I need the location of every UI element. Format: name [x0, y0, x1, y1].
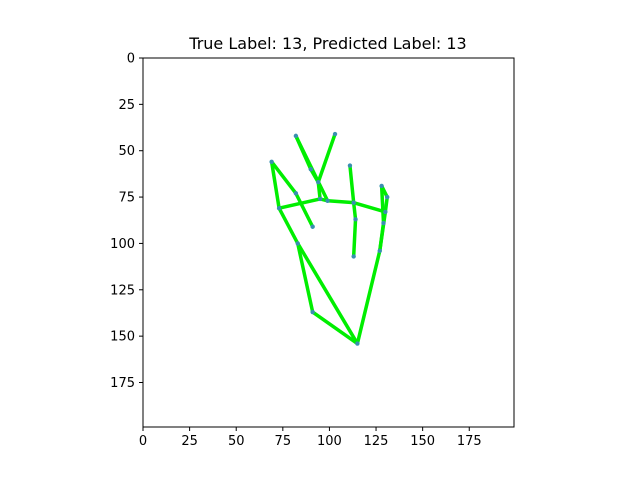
skeleton-bone	[325, 199, 356, 205]
skeleton-joint	[355, 341, 360, 346]
y-tick-label: 0	[127, 52, 135, 67]
skeleton-joint	[295, 241, 300, 246]
x-tick-label: 50	[228, 434, 245, 449]
skeleton-bone	[277, 197, 322, 210]
x-tick-label: 25	[181, 434, 198, 449]
y-tick-label: 100	[110, 237, 135, 252]
skeleton-joint	[351, 200, 356, 205]
skeleton-bone	[348, 163, 356, 205]
skeleton-bone	[351, 200, 388, 214]
skeleton-joint	[317, 196, 323, 202]
skeleton-joint	[353, 217, 358, 222]
skeleton-joint	[269, 159, 274, 165]
skeleton-joint	[383, 209, 388, 215]
y-tick-label: 25	[118, 98, 135, 113]
plot-content	[269, 131, 390, 346]
x-tick-label: 150	[410, 434, 435, 449]
skeleton-bone	[294, 191, 315, 229]
skeleton-joint	[377, 248, 382, 254]
skeleton-joint	[385, 194, 390, 200]
x-axis: 0 25 50 75 100 125 150 175	[139, 427, 482, 449]
y-tick-label: 175	[110, 376, 135, 391]
skeleton-bone	[351, 200, 358, 222]
x-tick-label: 175	[457, 434, 482, 449]
y-tick-label: 50	[118, 144, 135, 159]
x-tick-label: 100	[317, 434, 342, 449]
skeleton-joint	[310, 224, 315, 229]
skeleton-bone	[295, 241, 315, 314]
x-tick-label: 125	[364, 434, 389, 449]
skeleton-bone	[378, 210, 388, 253]
skeleton-bone	[277, 206, 300, 246]
skeleton-bone	[269, 160, 281, 210]
skeleton-bone	[269, 160, 298, 196]
skeleton-joint	[325, 198, 330, 203]
skeleton-joint	[351, 254, 356, 259]
x-tick-label: 75	[275, 434, 292, 449]
skeleton-joint	[276, 205, 282, 211]
skeleton-joint	[332, 131, 338, 137]
skeleton-bone	[310, 310, 360, 346]
skeleton-bone	[295, 241, 360, 346]
skeleton-bone	[316, 132, 337, 184]
y-tick-label: 75	[118, 191, 135, 206]
x-tick-label: 0	[139, 434, 147, 449]
skeleton-joint	[310, 309, 315, 315]
skeleton-bone	[351, 217, 358, 259]
y-axis: 0 25 50 75 100 125 150 175	[110, 52, 143, 391]
axes-frame	[142, 57, 515, 428]
skeleton-joint	[316, 180, 321, 185]
skeleton-joint	[293, 133, 299, 139]
skeleton-joint	[381, 220, 386, 226]
skeleton-bone	[383, 195, 389, 214]
skeleton-bone	[355, 249, 382, 346]
chart-title: True Label: 13, Predicted Label: 13	[188, 34, 466, 53]
y-tick-label: 150	[110, 330, 135, 345]
skeleton-joint	[347, 163, 353, 168]
y-tick-label: 125	[110, 283, 135, 298]
skeleton-joint	[379, 183, 384, 189]
skeleton-joint	[293, 191, 299, 196]
skeleton-joint	[308, 167, 313, 172]
